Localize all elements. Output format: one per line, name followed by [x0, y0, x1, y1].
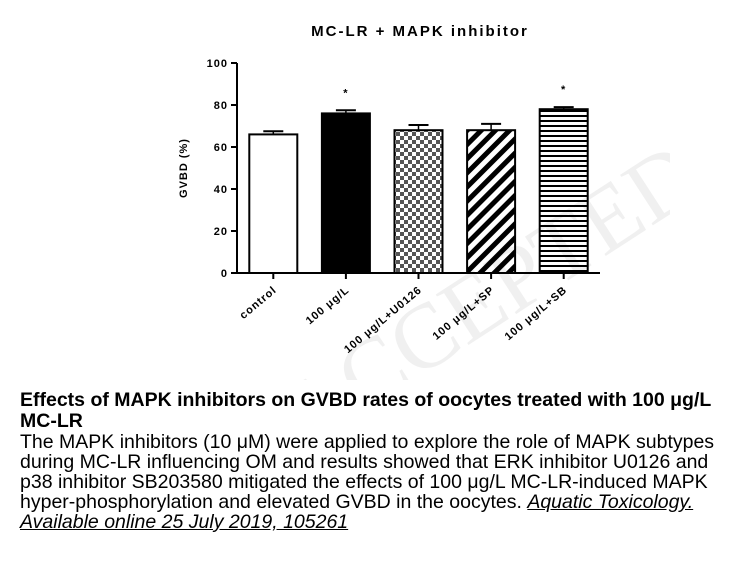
y-axis-label: GVBD (%) — [178, 138, 190, 198]
bar — [320, 112, 371, 275]
caption-title: Effects of MAPK inhibitors on GVBD rates… — [20, 389, 711, 432]
bar — [466, 129, 517, 274]
y-tick-label: 20 — [214, 226, 228, 238]
x-tick-label: 100 μg/L — [304, 284, 352, 327]
x-tick-label: 100 μg/L+SP — [431, 284, 497, 343]
y-tick-label: 0 — [221, 268, 228, 280]
x-tick-label: control — [238, 284, 280, 322]
significance-marker: * — [561, 84, 566, 96]
caption-text: The MAPK inhibitors (10 μM) were applied… — [20, 431, 715, 513]
bars: * * — [248, 84, 589, 275]
caption: Effects of MAPK inhibitors on GVBD rates… — [20, 389, 740, 533]
y-tick-label: 80 — [214, 100, 228, 112]
x-tick-label: 100 μg/L+SB — [503, 284, 570, 343]
chart-title: MC-LR + MAPK inhibitor — [311, 23, 529, 40]
y-tick-label: 100 — [207, 58, 228, 70]
bar — [393, 129, 444, 274]
y-tick-label: 40 — [214, 184, 228, 196]
significance-marker: * — [343, 87, 348, 99]
bar — [538, 108, 589, 274]
x-tick-label: 100 μg/L+U0126 — [342, 284, 424, 356]
citation-link[interactable]: Aquatic Toxicology. Available online 25 … — [20, 491, 694, 533]
bar — [248, 133, 299, 274]
y-tick-label: 60 — [214, 142, 228, 154]
bar-chart: MC-LR + MAPK inhibitor GVBD (%) 0 20 40 60 8… — [178, 23, 600, 356]
caption-body: The MAPK inhibitors (10 μM) were applied… — [20, 432, 740, 532]
